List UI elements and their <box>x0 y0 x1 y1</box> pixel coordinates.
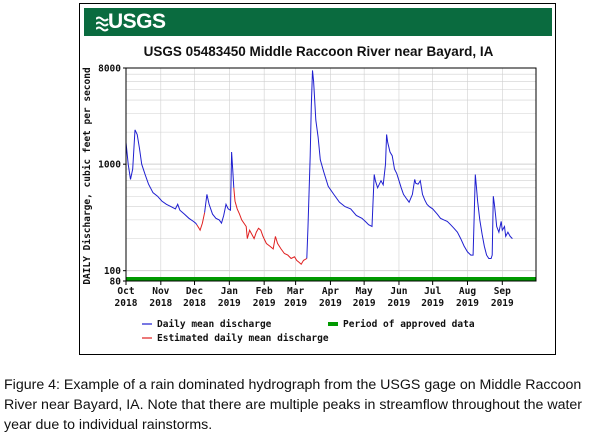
x-tick-month: Sep <box>494 286 511 297</box>
x-tick-year: 2019 <box>388 298 411 309</box>
y-axis-label: DAILY Discharge, cubic feet per second <box>82 67 93 285</box>
x-tick-month: Jun <box>390 286 407 297</box>
usgs-wave-icon <box>96 16 109 32</box>
x-tick-month: Nov <box>152 286 169 297</box>
chart-frame: USGS USGS 05483450 Middle Raccoon River … <box>79 3 556 355</box>
x-tick-year: 2019 <box>421 298 444 309</box>
x-tick-year: 2019 <box>253 298 276 309</box>
legend-label: Daily mean discharge <box>157 319 272 330</box>
x-axis: Oct2018Nov2018Dec2018Jan2019Feb2019Mar20… <box>115 281 514 309</box>
y-tick-label: 100 <box>104 266 121 277</box>
x-tick-month: Mar <box>287 286 304 297</box>
x-tick-year: 2018 <box>149 298 172 309</box>
x-tick-year: 2019 <box>456 298 479 309</box>
legend-label: Period of approved data <box>343 319 475 330</box>
grid <box>125 67 536 281</box>
estimated-line <box>196 212 206 232</box>
x-tick-month: Apr <box>322 286 339 297</box>
x-tick-year: 2018 <box>183 298 206 309</box>
x-tick-month: Feb <box>256 286 273 297</box>
daily-mean-line <box>125 129 198 225</box>
x-tick-year: 2019 <box>491 298 514 309</box>
x-tick-month: May <box>356 286 373 297</box>
x-tick-month: Aug <box>459 286 476 297</box>
daily-mean-line <box>204 151 235 225</box>
usgs-logo-text: USGS <box>108 10 166 33</box>
plot-border <box>125 67 537 282</box>
y-tick-label: 80 <box>110 277 122 288</box>
usgs-banner: USGS <box>84 8 552 36</box>
x-tick-year: 2018 <box>115 298 138 309</box>
series-lines <box>125 70 513 265</box>
x-tick-month: Oct <box>117 286 134 297</box>
x-tick-month: Dec <box>186 286 203 297</box>
y-tick-label: 1000 <box>98 160 121 171</box>
x-tick-month: Jul <box>424 286 441 297</box>
x-tick-year: 2019 <box>218 298 241 309</box>
chart-title: USGS 05483450 Middle Raccoon River near … <box>143 44 494 59</box>
legend-label: Estimated daily mean discharge <box>157 333 329 344</box>
x-tick-year: 2019 <box>284 298 307 309</box>
x-tick-month: Jan <box>221 286 238 297</box>
x-tick-year: 2019 <box>319 298 342 309</box>
daily-mean-line <box>306 70 513 259</box>
estimated-line <box>233 187 308 265</box>
y-tick-label: 8000 <box>98 64 121 75</box>
x-tick-year: 2019 <box>353 298 376 309</box>
legend: Daily mean discharge Period of approved d… <box>142 319 475 344</box>
figure-caption: Figure 4: Example of a rain dominated hy… <box>4 377 583 433</box>
